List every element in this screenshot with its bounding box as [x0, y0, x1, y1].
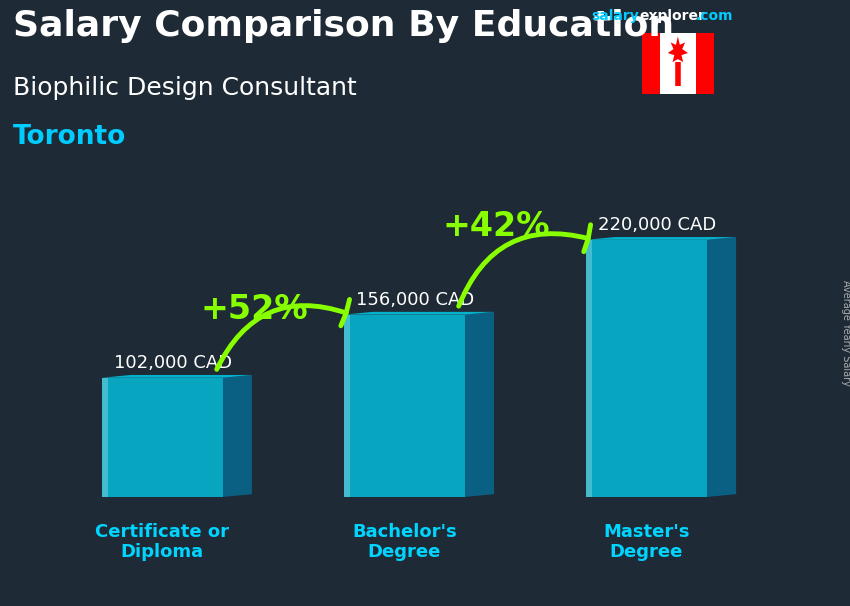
Text: salary: salary [591, 9, 638, 23]
Polygon shape [586, 240, 707, 497]
Polygon shape [102, 375, 252, 378]
Bar [17, 445, 816, 497]
Text: Salary Comparison By Education: Salary Comparison By Education [13, 9, 674, 43]
Text: Average Yearly Salary: Average Yearly Salary [841, 281, 850, 386]
Text: explorer: explorer [639, 9, 706, 23]
Bar [17, 480, 816, 497]
Bar [17, 411, 816, 497]
Bar [17, 221, 816, 497]
Bar [17, 307, 816, 497]
Bar [696, 33, 714, 94]
Bar [17, 393, 816, 497]
Text: .com: .com [695, 9, 733, 23]
Bar [17, 256, 816, 497]
Bar [17, 376, 816, 497]
Bar [17, 170, 816, 497]
Text: Certificate or
Diploma: Certificate or Diploma [95, 522, 230, 561]
Polygon shape [344, 315, 465, 497]
Bar [17, 342, 816, 497]
Text: Bachelor's
Degree: Bachelor's Degree [352, 522, 456, 561]
Text: 102,000 CAD: 102,000 CAD [114, 354, 232, 372]
Text: +52%: +52% [201, 293, 308, 327]
Bar [660, 33, 696, 94]
Bar [17, 359, 816, 497]
Bar [17, 462, 816, 497]
Bar [642, 33, 660, 94]
Polygon shape [707, 237, 736, 497]
Polygon shape [344, 312, 494, 315]
Polygon shape [223, 375, 252, 497]
Polygon shape [586, 240, 592, 497]
Text: +42%: +42% [443, 210, 550, 244]
Bar [17, 325, 816, 497]
Bar [17, 273, 816, 497]
Bar [17, 239, 816, 497]
Text: 220,000 CAD: 220,000 CAD [598, 216, 717, 234]
Text: Master's
Degree: Master's Degree [604, 522, 689, 561]
Text: Biophilic Design Consultant: Biophilic Design Consultant [13, 76, 356, 100]
Polygon shape [668, 36, 688, 62]
Polygon shape [102, 378, 108, 497]
Polygon shape [344, 315, 350, 497]
Polygon shape [102, 378, 223, 497]
Polygon shape [465, 312, 494, 497]
Bar [17, 428, 816, 497]
Text: Toronto: Toronto [13, 124, 126, 150]
Text: 156,000 CAD: 156,000 CAD [356, 291, 474, 309]
Bar [17, 204, 816, 497]
Polygon shape [586, 237, 736, 240]
Bar [17, 290, 816, 497]
Bar [17, 187, 816, 497]
